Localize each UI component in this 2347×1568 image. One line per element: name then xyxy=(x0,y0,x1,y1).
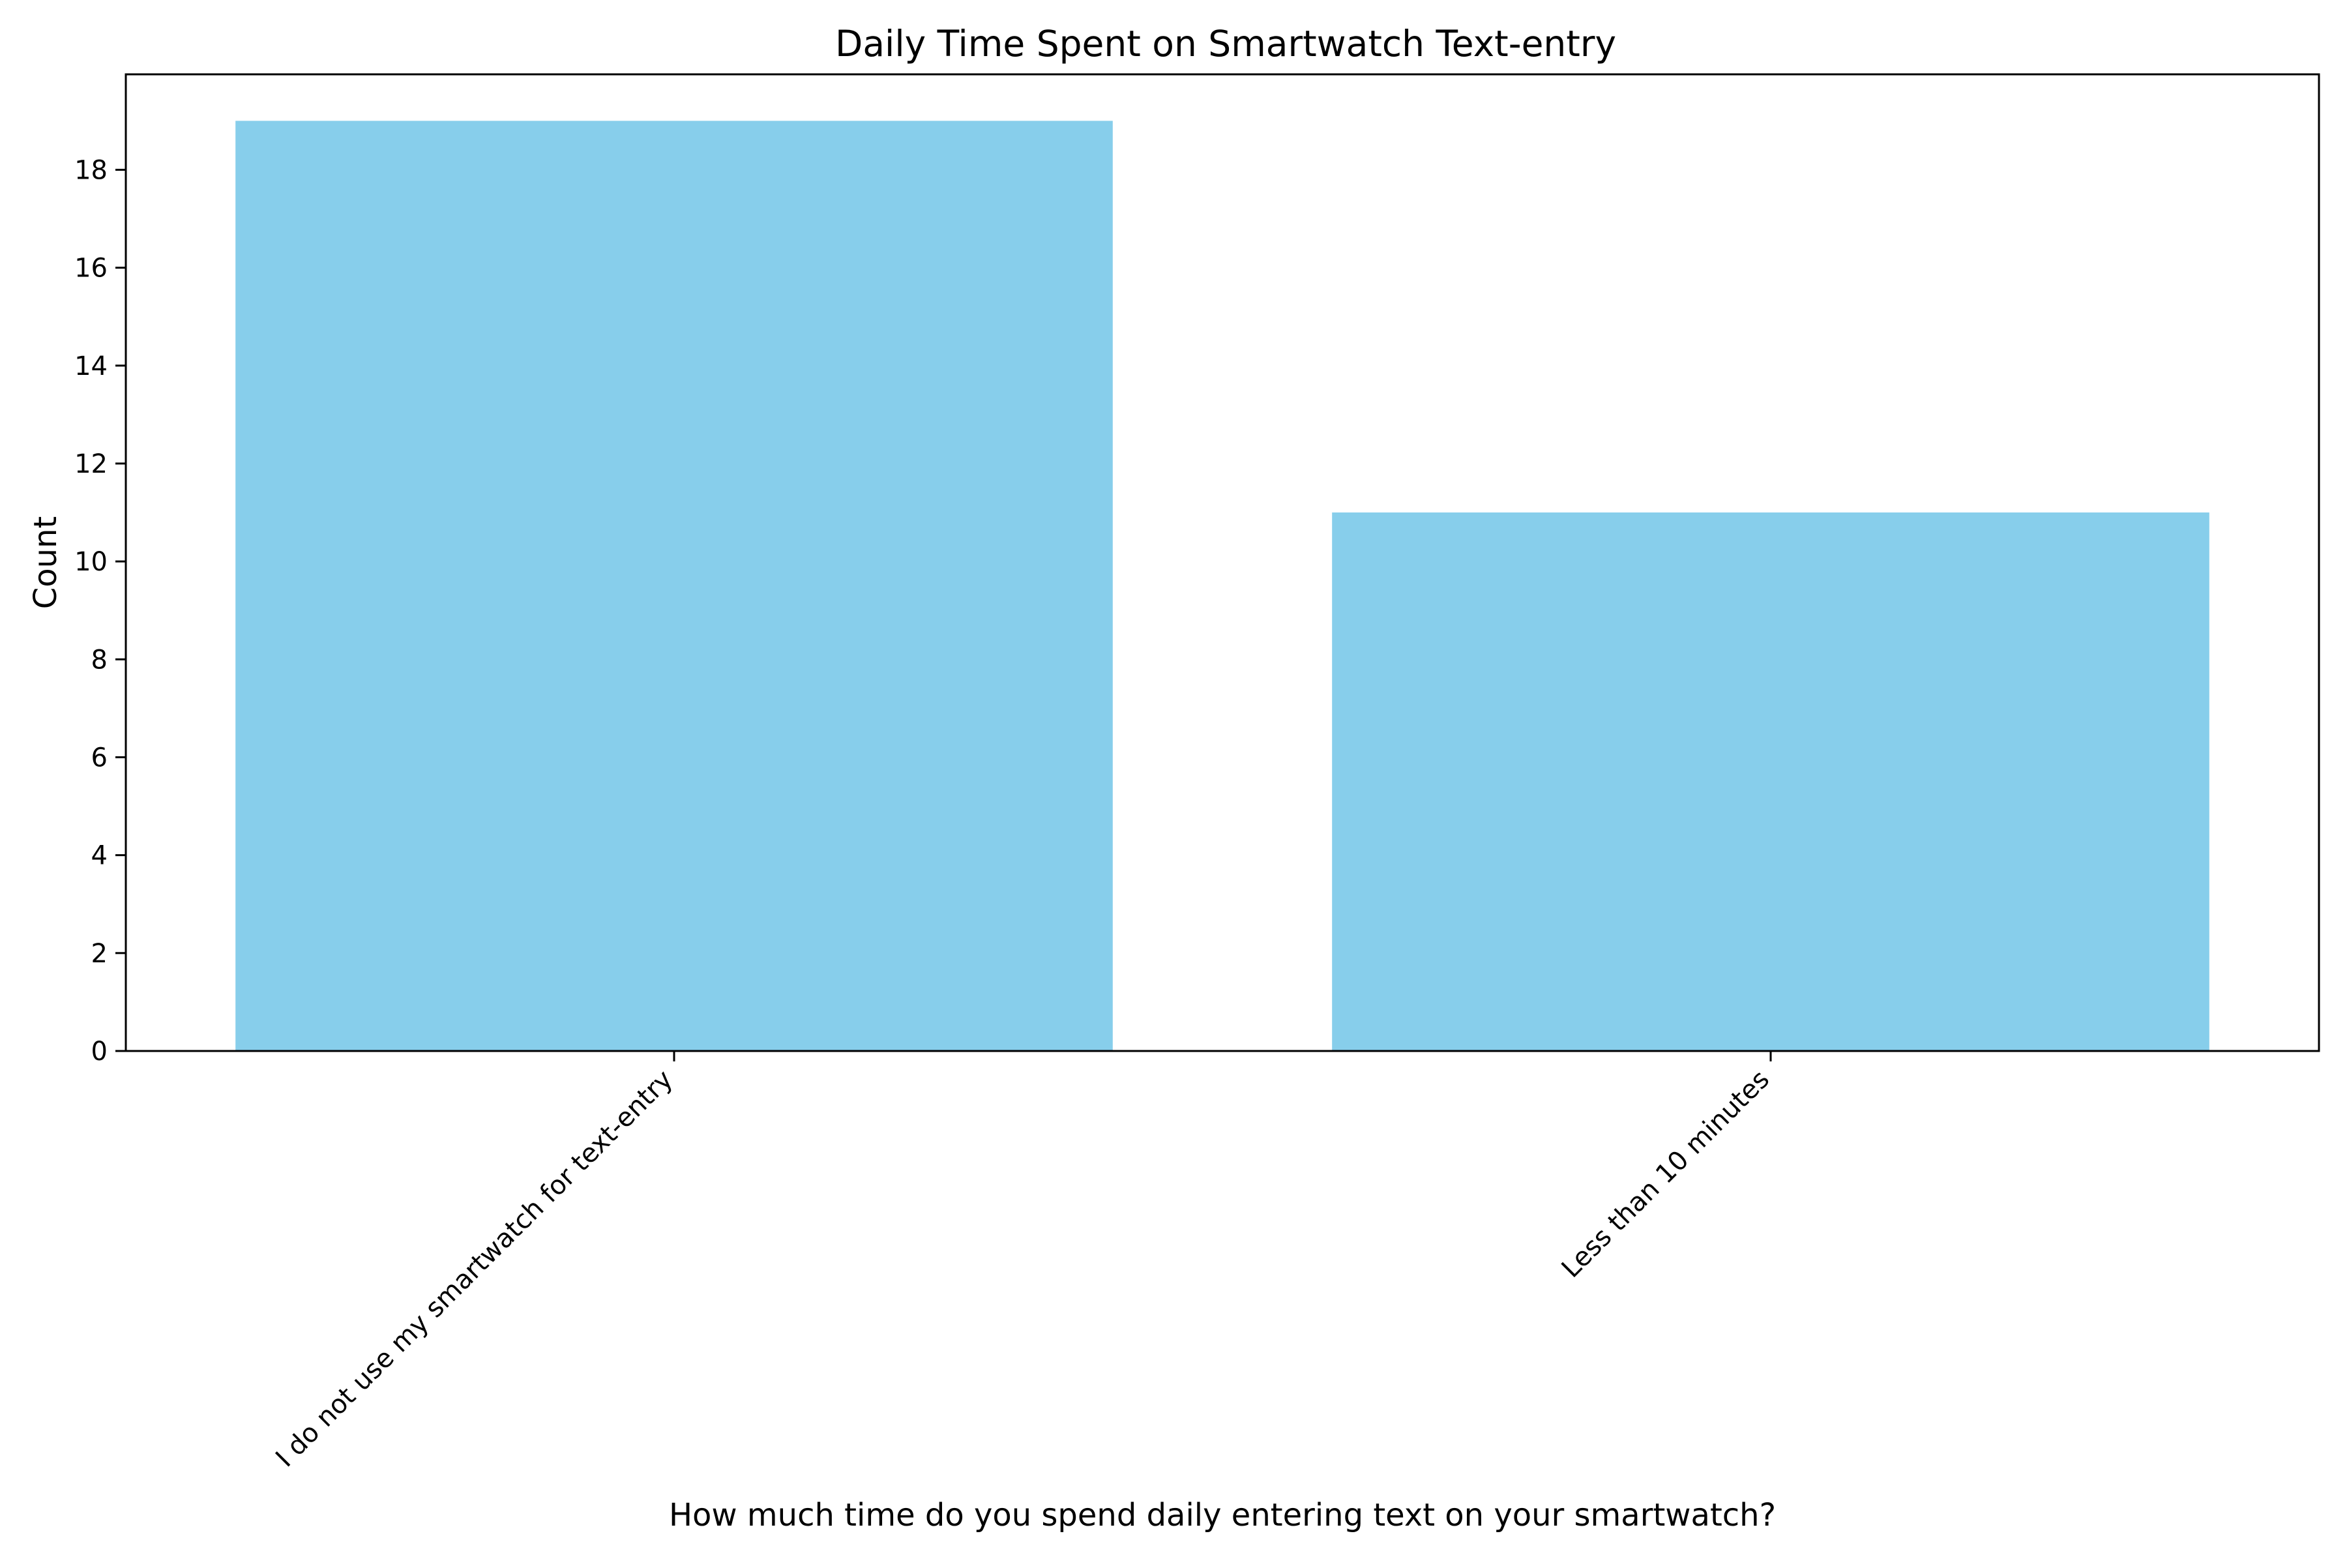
bar-1 xyxy=(1332,512,2209,1051)
plot-area-frame xyxy=(125,73,2320,1052)
y-tick-label-2: 4 xyxy=(91,841,108,871)
y-axis-label: Count xyxy=(27,516,64,610)
y-tick-label-8: 16 xyxy=(74,254,108,284)
bars-group xyxy=(235,121,2209,1051)
y-tick-label-9: 18 xyxy=(74,155,108,185)
y-tick-label-0: 0 xyxy=(91,1037,108,1067)
y-tick-label-7: 14 xyxy=(74,351,108,381)
y-axis-ticks: 0 2 4 6 8 10 12 14 16 18 xyxy=(74,155,126,1067)
y-tick-label-3: 6 xyxy=(91,743,108,773)
y-tick-label-6: 12 xyxy=(74,449,108,479)
chart-title: Daily Time Spent on Smartwatch Text-entr… xyxy=(835,23,1616,65)
y-tick-label-4: 8 xyxy=(91,645,108,675)
y-tick-label-1: 2 xyxy=(91,939,108,969)
y-tick-label-5: 10 xyxy=(74,547,108,577)
bar-0 xyxy=(235,121,1113,1051)
x-axis-label: How much time do you spend daily enterin… xyxy=(669,1497,1776,1533)
